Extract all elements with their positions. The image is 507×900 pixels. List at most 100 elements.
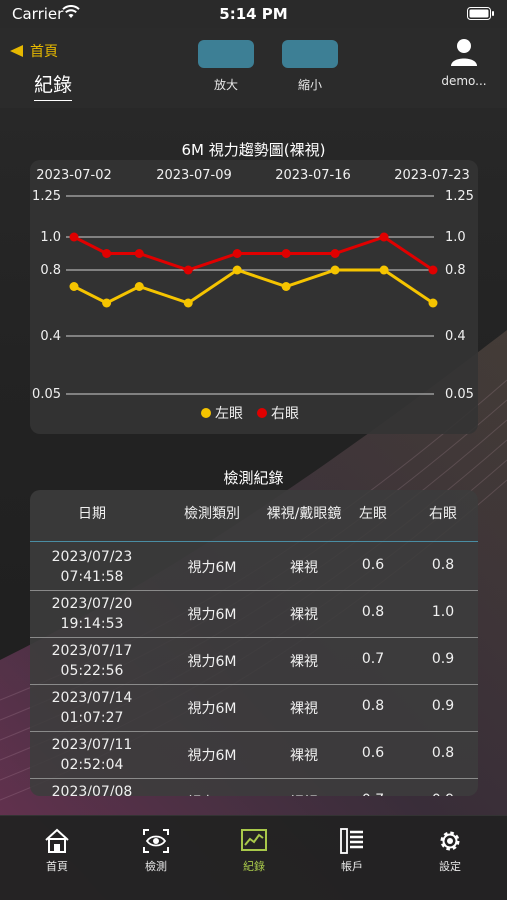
zoom-out-button[interactable]: 縮小 <box>282 40 338 92</box>
back-label: 首頁 <box>30 44 58 60</box>
data-point-left-eye <box>379 265 389 275</box>
carrier-label: Carrier <box>12 5 64 23</box>
gear-icon <box>440 831 460 851</box>
cell-date: 2023/07/14 01:07:27 <box>30 688 154 728</box>
chart-card: 1.25 1.25 1.0 1.0 0.8 0.8 0.4 0.4 0.05 0.05 2023-0… <box>30 160 478 434</box>
wifi-icon <box>62 5 80 18</box>
cell-right-eye: 0.8 <box>431 557 455 573</box>
table-row[interactable]: 2023/07/20 19:14:53 視力6M 裸視 0.8 1.0 <box>30 591 478 638</box>
table-row[interactable]: 2023/07/23 07:41:58 視力6M 裸視 0.6 0.8 <box>30 544 478 591</box>
status-time: 5:14 PM <box>219 5 288 23</box>
data-point-right-eye <box>102 249 112 258</box>
cell-glasses: 裸視 <box>290 701 318 717</box>
cell-right-eye: 0.9 <box>431 698 455 714</box>
cell-left-eye: 0.7 <box>361 651 385 667</box>
zoom-out-pad[interactable] <box>282 40 338 68</box>
cell-date: 2023/07/17 05:22:56 <box>30 641 154 681</box>
cell-date-time: 01:07:27 <box>60 710 124 726</box>
cell-date: 2023/07/08 <box>30 782 154 796</box>
trend-chart: 1.25 1.25 1.0 1.0 0.8 0.8 0.4 0.4 0.05 0.05 2023-0… <box>32 168 474 422</box>
series-line-left-eye <box>73 268 434 305</box>
cell-date: 2023/07/20 19:14:53 <box>30 594 154 634</box>
data-point-left-eye <box>330 265 340 275</box>
x-tick-label: 2023-07-09 <box>156 168 232 183</box>
tab-records[interactable]: 紀錄 <box>219 828 289 874</box>
y-tick-label-left: 0.4 <box>40 329 61 344</box>
tab-home[interactable]: 首頁 <box>22 828 92 874</box>
zoom-out-label: 縮小 <box>297 78 322 92</box>
cell-date-time: 07:41:58 <box>60 569 124 585</box>
tab-settings[interactable]: 設定 <box>415 828 485 874</box>
data-point-right-eye <box>232 249 242 258</box>
cell-left-eye: 0.6 <box>361 557 385 573</box>
data-point-right-eye <box>134 249 144 258</box>
cell-glasses: 裸視 <box>290 560 318 576</box>
account-list-icon <box>340 828 363 854</box>
eye-scan-icon <box>143 829 169 853</box>
series-line-right-eye <box>73 235 434 272</box>
data-point-left-eye <box>428 298 438 308</box>
y-tick-label-left: 1.25 <box>32 189 61 204</box>
col-left-eye: 左眼 <box>359 506 387 522</box>
y-tick-label-left: 1.0 <box>40 230 61 245</box>
cell-test-type: 視力6M <box>187 560 237 576</box>
tab-bar: 首頁 檢測 紀錄 帳戶 設定 <box>0 815 507 900</box>
data-point-right-eye <box>281 249 291 258</box>
y-tick-label-right: 1.25 <box>445 189 474 204</box>
back-arrow-icon <box>10 45 23 57</box>
page-title: 紀錄 <box>34 70 73 101</box>
cell-glasses: 裸視 <box>290 607 318 623</box>
cell-right-eye: 1.0 <box>431 604 455 620</box>
cell-glasses: 裸視 <box>290 654 318 670</box>
tab-account-label: 帳戶 <box>341 860 363 873</box>
y-tick-label-right: 0.05 <box>445 387 474 402</box>
zoom-in-pad[interactable] <box>198 40 254 68</box>
user-account-button[interactable]: demo... <box>439 38 489 88</box>
table-row[interactable]: 2023/07/17 05:22:56 視力6M 裸視 0.7 0.9 <box>30 638 478 685</box>
battery-icon <box>467 7 494 20</box>
tab-test[interactable]: 檢測 <box>121 828 191 874</box>
cell-test-type: 視力6M <box>187 607 237 623</box>
data-point-right-eye <box>379 232 389 242</box>
back-button[interactable]: 首頁 <box>10 41 58 61</box>
cell-date-day: 2023/07/20 <box>51 596 133 612</box>
records-table[interactable]: 日期 檢測類別 裸視/戴眼鏡 左眼 右眼 2023/07/23 07:41:58 視… <box>30 490 478 796</box>
chart-title: 6M 視力趨勢圖(裸視) <box>181 141 326 159</box>
tab-account[interactable]: 帳戶 <box>317 828 387 874</box>
legend-marker <box>257 408 267 418</box>
tab-home-label: 首頁 <box>46 860 68 873</box>
y-tick-label-right: 0.8 <box>445 263 466 278</box>
cell-date-day: 2023/07/08 <box>51 784 133 796</box>
col-test-type: 檢測類別 <box>184 506 240 522</box>
legend-label: 右眼 <box>271 406 299 422</box>
cell-left-eye: 0.7 <box>348 792 398 796</box>
tab-test-label: 檢測 <box>145 860 167 873</box>
cell-date: 2023/07/11 02:52:04 <box>30 735 154 775</box>
cell-date-day: 2023/07/14 <box>51 690 133 706</box>
table-row[interactable]: 2023/07/14 01:07:27 視力6M 裸視 0.8 0.9 <box>30 685 478 732</box>
cell-right-eye: 0.9 <box>431 651 455 667</box>
data-point-right-eye <box>183 265 193 275</box>
legend-marker <box>201 408 211 418</box>
chart-icon <box>241 829 267 851</box>
cell-test-type: 視力6M <box>187 701 237 717</box>
records-title: 檢測紀錄 <box>223 469 284 487</box>
cell-date-day: 2023/07/11 <box>51 737 133 753</box>
data-point-left-eye <box>183 298 193 308</box>
y-tick-label-right: 0.4 <box>445 329 466 344</box>
col-date: 日期 <box>78 506 106 522</box>
zoom-in-button[interactable]: 放大 <box>198 40 254 92</box>
table-row[interactable]: 2023/07/11 02:52:04 視力6M 裸視 0.6 0.8 <box>30 732 478 779</box>
cell-date: 2023/07/23 07:41:58 <box>30 547 154 587</box>
table-header: 日期 檢測類別 裸視/戴眼鏡 左眼 右眼 <box>30 490 478 542</box>
user-icon <box>451 39 477 66</box>
zoom-in-label: 放大 <box>213 78 238 92</box>
x-tick-label: 2023-07-23 <box>394 168 470 183</box>
cell-test-type: 視力6M <box>187 654 237 670</box>
col-right-eye: 右眼 <box>429 506 457 522</box>
status-bar: Carrier 5:14 PM <box>0 0 507 28</box>
y-tick-label-right: 1.0 <box>445 230 466 245</box>
cell-date-day: 2023/07/17 <box>51 643 133 659</box>
tab-records-label: 紀錄 <box>243 860 265 873</box>
